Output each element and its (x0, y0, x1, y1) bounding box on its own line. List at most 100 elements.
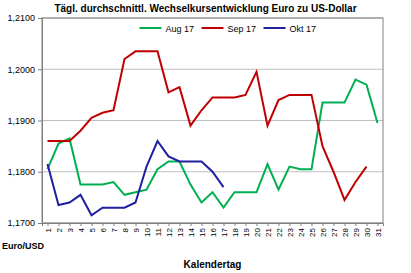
y-axis-title: Euro/USD (2, 241, 45, 251)
x-tick-label: 17 (220, 227, 229, 236)
x-tick: 1 (44, 223, 53, 232)
x-tick-label: 24 (297, 227, 306, 236)
legend-background (136, 21, 330, 35)
y-tick: 1,2000 (7, 65, 42, 75)
x-tick: 16 (209, 223, 218, 237)
x-tick-mark (345, 223, 346, 226)
x-tick-label: 5 (88, 227, 97, 232)
x-tick-mark (301, 223, 302, 226)
y-tick-label: 1,2000 (7, 65, 35, 75)
x-tick-mark (147, 223, 148, 226)
x-tick-label: 31 (374, 227, 383, 236)
x-tick-mark (290, 223, 291, 226)
x-tick: 11 (154, 223, 163, 236)
plot-frame (42, 18, 383, 223)
x-tick-label: 25 (308, 227, 317, 236)
x-tick-label: 12 (165, 227, 174, 236)
y-tick-label: 1,2100 (7, 13, 35, 23)
x-tick-mark (92, 223, 93, 226)
y-tick: 1,1900 (7, 116, 42, 126)
x-tick: 4 (77, 223, 86, 232)
x-axis: 1234567891011121314151617181920212223242… (43, 223, 384, 237)
chart-svg: 1,17001,18001,19001,20001,21001234567891… (0, 0, 411, 273)
x-tick-label: 6 (99, 227, 108, 232)
x-tick-mark (235, 223, 236, 226)
x-tick-mark (59, 223, 60, 226)
x-tick-label: 13 (176, 227, 185, 236)
x-tick-label: 22 (275, 227, 284, 236)
x-tick-label: 9 (132, 227, 141, 232)
x-tick-mark (323, 223, 324, 226)
x-tick: 24 (297, 223, 306, 237)
x-tick-label: 26 (319, 227, 328, 236)
x-tick-label: 30 (363, 227, 372, 236)
x-tick-mark (169, 223, 170, 226)
y-tick: 1,1800 (7, 167, 42, 177)
y-tick-mark (38, 121, 42, 122)
x-tick: 15 (198, 223, 207, 237)
x-tick-label: 29 (352, 227, 361, 236)
chart-container: 1,17001,18001,19001,20001,21001234567891… (0, 0, 411, 273)
y-tick-label: 1,1700 (7, 218, 35, 228)
x-tick-mark (81, 223, 82, 226)
x-tick-label: 19 (242, 227, 251, 236)
x-tick-label: 28 (341, 227, 350, 236)
x-tick: 10 (143, 223, 152, 237)
legend-label: Aug 17 (166, 24, 195, 34)
x-tick: 26 (319, 223, 328, 237)
plot: 1,17001,18001,19001,20001,21001234567891… (7, 13, 383, 237)
x-tick-mark (125, 223, 126, 226)
x-tick: 19 (242, 223, 251, 237)
x-tick-mark (224, 223, 225, 226)
grid-line (42, 69, 383, 70)
x-tick: 12 (165, 223, 174, 237)
x-axis-title: Kalendertag (184, 259, 242, 270)
y-tick-mark (38, 172, 42, 173)
x-tick-label: 11 (154, 227, 163, 236)
x-tick: 9 (132, 223, 141, 232)
x-tick-label: 23 (286, 227, 295, 236)
x-tick-label: 4 (77, 227, 86, 232)
x-tick-mark (158, 223, 159, 226)
x-tick: 29 (352, 223, 361, 237)
x-axis-line (43, 224, 384, 227)
legend: Aug 17Sep 17Okt 17 (136, 21, 330, 35)
x-tick-mark (191, 223, 192, 226)
x-tick: 2 (55, 223, 64, 232)
x-tick-mark (213, 223, 214, 226)
x-tick: 14 (187, 223, 196, 237)
legend-label: Sep 17 (228, 24, 257, 34)
x-tick: 22 (275, 223, 284, 237)
y-tick: 1,1700 (7, 218, 42, 228)
y-axis: 1,1700 1,1800 1,1900 1,2000 1,2100 (7, 13, 42, 228)
x-tick-label: 14 (187, 227, 196, 236)
y-tick: 1,2100 (7, 13, 42, 23)
x-tick-label: 1 (44, 227, 53, 232)
legend-swatch (140, 27, 162, 29)
lines (48, 51, 378, 215)
x-tick-mark (202, 223, 203, 226)
x-tick: 6 (99, 223, 108, 232)
y-tick-label: 1,1800 (7, 167, 35, 177)
x-tick-mark (312, 223, 313, 226)
x-tick-mark (48, 223, 49, 226)
y-tick-mark (38, 223, 42, 224)
x-tick-mark (246, 223, 247, 226)
x-tick-label: 20 (253, 227, 262, 236)
x-tick-label: 18 (231, 227, 240, 236)
x-tick-label: 16 (209, 227, 218, 236)
x-tick-label: 2 (55, 227, 64, 232)
x-tick: 23 (286, 223, 295, 237)
y-axis-line (38, 19, 43, 224)
x-tick: 20 (253, 223, 262, 237)
x-tick-mark (257, 223, 258, 226)
series-line (48, 51, 367, 200)
legend-swatch (264, 27, 286, 29)
x-tick-mark (136, 223, 137, 226)
y-tick-mark (38, 18, 42, 19)
title: Tägl. durchschnittl. Wechselkursentwickl… (54, 3, 356, 14)
x-tick-label: 7 (110, 227, 119, 232)
x-tick-mark (114, 223, 115, 226)
x-tick-mark (367, 223, 368, 226)
x-tick: 28 (341, 223, 350, 237)
